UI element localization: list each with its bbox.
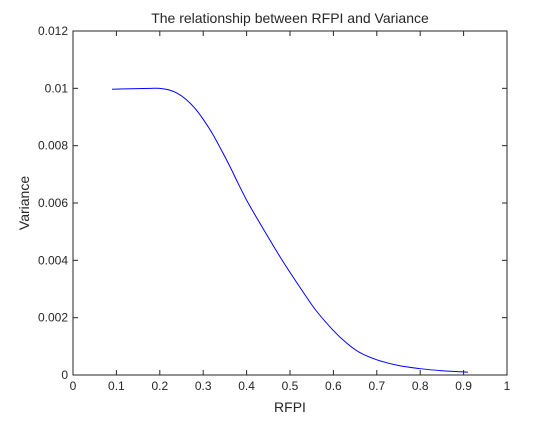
chart-title: The relationship between RFPI and Varian…	[151, 10, 429, 26]
y-tick-label: 0.008	[38, 139, 68, 153]
y-tick-label: 0.006	[38, 196, 68, 210]
x-tick-label: 0.4	[238, 379, 255, 393]
x-tick-label: 0.9	[455, 379, 472, 393]
plot-frame	[72, 30, 508, 376]
x-tick-label: 0	[70, 379, 77, 393]
x-tick-label: 0.2	[151, 379, 168, 393]
x-tick-label: 0.5	[282, 379, 299, 393]
y-tick-label: 0	[61, 368, 68, 382]
series-line	[112, 87, 468, 373]
y-tick-label: 0.01	[45, 81, 69, 95]
x-tick-label: 0.8	[412, 379, 429, 393]
x-axis-label: RFPI	[274, 399, 306, 415]
x-tick-label: 1	[504, 379, 511, 393]
x-tick-label: 0.3	[195, 379, 212, 393]
y-tick-label: 0.012	[38, 24, 68, 38]
x-tick-label: 0.1	[108, 379, 125, 393]
y-axis-label: Variance	[16, 176, 32, 230]
x-tick-label: 0.7	[368, 379, 385, 393]
y-tick-label: 0.002	[38, 311, 68, 325]
plot-area	[73, 31, 507, 375]
tick-labels: 0 0.1 0.2 0.3 0.4 0.5 0.6 0.7 0.8 0.9 1 0 0.002 0.004…	[38, 24, 511, 393]
x-tick-label: 0.6	[325, 379, 342, 393]
y-tick-label: 0.004	[38, 253, 68, 267]
